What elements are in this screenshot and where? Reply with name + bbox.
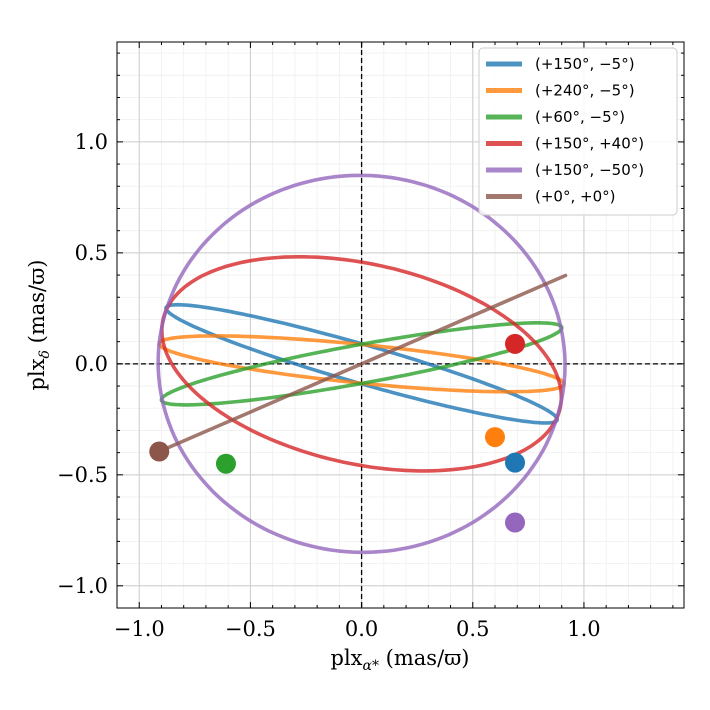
- y-tick-label: −0.5: [57, 463, 108, 487]
- y-axis-label: plxδ (mas/ϖ): [25, 260, 53, 391]
- start-marker: [505, 452, 526, 473]
- y-tick-label: 0.0: [75, 352, 108, 376]
- start-marker: [505, 512, 526, 533]
- x-tick-label: −0.5: [225, 617, 276, 641]
- series-line: [156, 173, 567, 555]
- legend: (+150°, −5°) (+240°, −5°) (+60°, −5°) (+150…: [478, 47, 678, 216]
- marker-layer: [149, 333, 526, 533]
- zero-lines: [117, 42, 684, 608]
- start-marker: [215, 453, 236, 474]
- x-tick-label: 0.5: [456, 617, 489, 641]
- legend-label: (+0°, +0°): [535, 188, 615, 206]
- series-line: [160, 255, 564, 473]
- legend-label: (+150°, +40°): [535, 135, 644, 153]
- legend-label: (+150°, −50°): [535, 161, 644, 179]
- y-axis-label-group: plxδ (mas/ϖ): [25, 260, 53, 391]
- start-marker: [485, 427, 505, 448]
- plot-frame: [116, 41, 685, 609]
- series-layer: [156, 173, 568, 555]
- series-line: [157, 273, 568, 454]
- x-tick-label: 1.0: [567, 617, 600, 641]
- x-tick-label: −1.0: [114, 617, 165, 641]
- x-axis-label: plxα* (mas/ϖ): [331, 646, 470, 674]
- x-tick-label: 0.0: [345, 617, 378, 641]
- series-line: [159, 321, 564, 407]
- tick-labels: −1.0 −0.5 0.0 0.5 1.0 −1.0 −0.5 0.0 0.5 1.0: [57, 130, 601, 641]
- legend-label: (+150°, −5°): [535, 55, 635, 73]
- axis-ticks: [116, 42, 684, 609]
- y-tick-label: 1.0: [75, 130, 108, 154]
- legend-label: (+240°, −5°): [535, 82, 635, 100]
- legend-box: [478, 47, 678, 216]
- legend-label: (+60°, −5°): [535, 108, 625, 126]
- start-marker: [149, 441, 170, 462]
- y-tick-label: 0.5: [75, 241, 108, 265]
- start-marker: [505, 333, 526, 354]
- y-tick-label: −1.0: [57, 574, 108, 598]
